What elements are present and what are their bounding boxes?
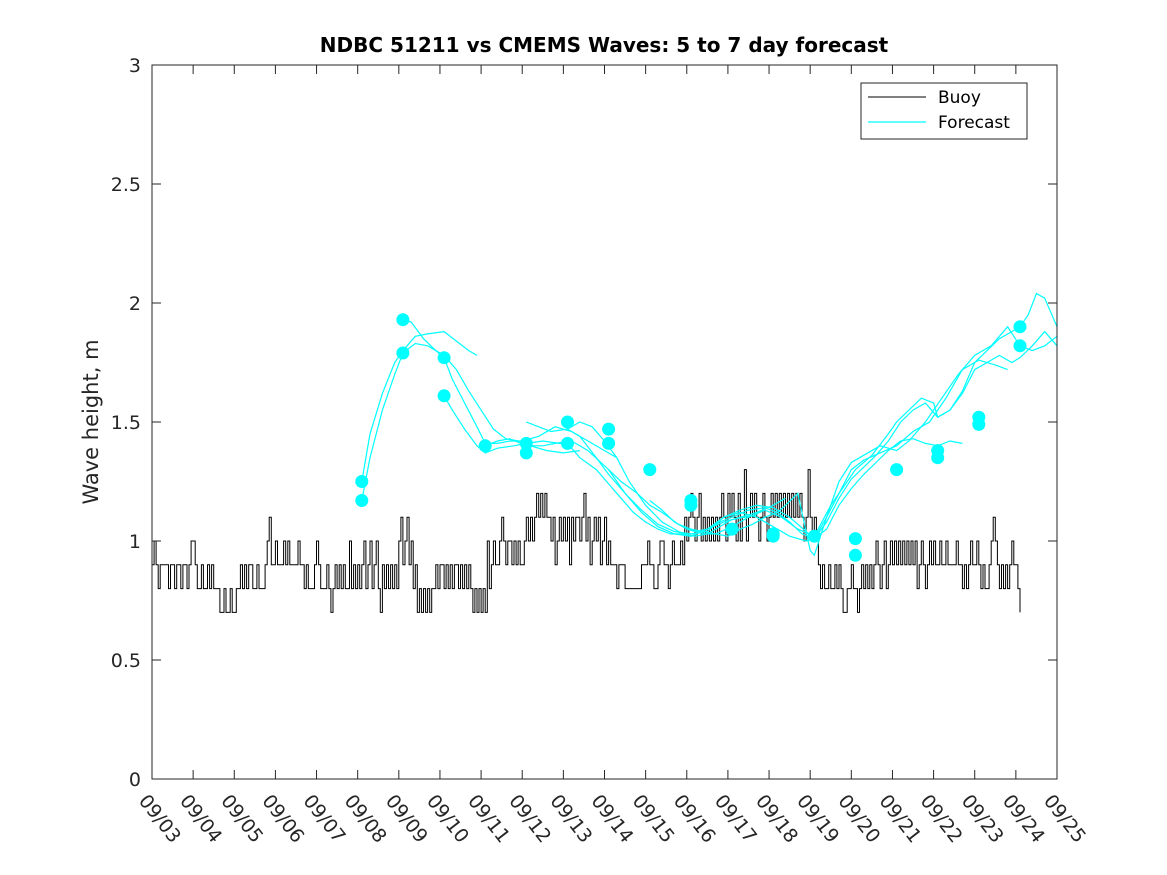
forecast-run-line <box>361 342 580 501</box>
y-tick-label: 0.5 <box>111 650 141 672</box>
forecast-start-marker <box>643 463 657 477</box>
forecast-start-marker <box>478 439 492 453</box>
y-tick-label: 1 <box>129 531 141 553</box>
forecast-series-layer <box>361 292 1058 557</box>
forecast-start-marker <box>1013 320 1027 334</box>
y-tick-label: 1.5 <box>111 412 141 434</box>
forecast-start-marker <box>684 498 698 512</box>
forecast-start-marker <box>437 389 451 403</box>
forecast-run-line <box>567 359 1008 540</box>
forecast-run-line <box>690 292 1058 537</box>
y-tick-label: 2 <box>129 293 141 315</box>
y-tick-label: 0 <box>129 769 141 791</box>
forecast-start-marker <box>807 529 821 543</box>
forecast-start-marker <box>848 532 862 546</box>
y-axis-ticks: 0 0.5 1 1.5 2 2.5 3 <box>111 55 1057 791</box>
forecast-start-marker <box>519 436 533 450</box>
forecast-start-marker <box>561 436 574 450</box>
y-axis-label: Wave height, m <box>79 339 103 504</box>
forecast-start-marker <box>437 351 451 365</box>
y-tick-label: 3 <box>129 55 141 77</box>
forecast-start-marker <box>355 494 369 507</box>
forecast-start-marker <box>972 417 986 431</box>
forecast-start-marker <box>725 522 739 536</box>
legend-forecast-label: Forecast <box>938 113 1010 133</box>
legend-box <box>860 82 1028 140</box>
forecast-marker-layer <box>355 313 1027 562</box>
forecast-run-line <box>526 421 963 542</box>
forecast-start-marker <box>519 446 533 460</box>
legend-buoy-label: Buoy <box>938 88 981 108</box>
forecast-run-line <box>649 330 1058 540</box>
plot-area <box>152 65 1057 779</box>
forecast-start-marker <box>561 415 574 429</box>
forecast-start-marker <box>396 313 410 327</box>
forecast-start-marker <box>890 463 904 477</box>
forecast-start-marker <box>355 475 369 488</box>
buoy-line <box>152 469 1021 613</box>
forecast-start-marker <box>766 529 780 543</box>
forecast-start-marker <box>602 436 616 450</box>
forecast-run-line <box>361 330 478 482</box>
y-tick-label: 2.5 <box>111 174 141 196</box>
legend: Buoy Forecast <box>860 82 1028 140</box>
forecast-start-marker <box>931 451 945 465</box>
chart-title: NDBC 51211 vs CMEMS Waves: 5 to 7 day fo… <box>320 33 889 57</box>
forecast-run-line <box>608 325 1058 557</box>
forecast-start-marker <box>396 346 410 360</box>
buoy-series-layer <box>152 469 1021 613</box>
forecast-start-marker <box>1013 339 1027 353</box>
forecast-start-marker <box>848 548 862 562</box>
forecast-start-marker <box>602 422 616 436</box>
